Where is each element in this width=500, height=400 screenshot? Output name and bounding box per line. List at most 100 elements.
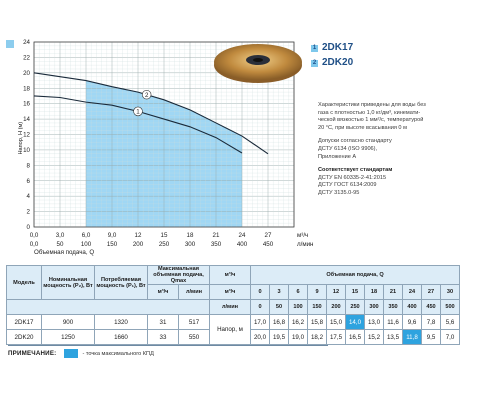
y-tick-label: 4 (27, 193, 31, 200)
notes-line: Характеристики приведены для воды без (318, 102, 426, 108)
cell-head-value: 15,2 (364, 329, 384, 345)
x-tick-label-m3h: 24 (239, 232, 246, 239)
y-tick-label: 12 (23, 132, 30, 139)
legend-num-2: 2 (311, 60, 318, 67)
cell-head-value: 7,0 (440, 329, 460, 345)
x-tick-label-m3h: 6,0 (82, 232, 91, 239)
header-power: Номинальная мощность (P₂), Вт (41, 265, 95, 300)
notes-block: Характеристики приведены для воды без газ… (318, 102, 493, 204)
x-tick-label-m3h: 9,0 (108, 232, 117, 239)
header-qmax: Максимальная объемная подача, Qmax (147, 265, 210, 285)
notes-standards-title: Соответствует стандартам (318, 167, 393, 174)
cell-head-value: 13,0 (364, 314, 384, 330)
header-spacer (6, 299, 210, 315)
cell-head-value: 17,5 (326, 329, 346, 345)
header-q-m3h: 15 (345, 284, 365, 300)
y-tick-label: 0 (27, 224, 31, 231)
x-tick-label-lmin: 150 (107, 241, 118, 248)
cell-head-value: 13,5 (383, 329, 403, 345)
x-tick-label-m3h: 21 (213, 232, 220, 239)
x-tick-label-lmin: 350 (211, 241, 222, 248)
y-tick-label: 10 (23, 147, 30, 154)
table-row: 2DK17 900 1320 31 517 Напор, м 17,0 16,8 16,2 15,… (6, 314, 460, 345)
header-q-m3h: 30 (440, 284, 460, 300)
cell-model: 2DK17 (6, 314, 42, 330)
cell-head-value: 19,5 (269, 329, 289, 345)
cell-p2: 1250 (41, 329, 95, 345)
header-q-lmin: 250 (345, 299, 365, 315)
notes-line: ческой вязкостью 1 мм²/с, температурой (318, 117, 424, 124)
x-axis-label: Объемная подача, Q (34, 249, 94, 256)
y-tick-label: 6 (27, 178, 31, 185)
cell-head-value: 15,0 (326, 314, 346, 330)
cell-head-value: 17,0 (250, 314, 270, 330)
x-tick-label-m3h: 3,0 (56, 232, 65, 239)
header-q-lmin: 150 (307, 299, 327, 315)
cell-head-value: 14,0 (345, 314, 365, 330)
x-tick-label-m3h: 12 (135, 232, 142, 239)
divider (8, 345, 328, 346)
legend-num-1: 1 (311, 45, 318, 52)
y-tick-label: 20 (23, 70, 30, 77)
notes-line: Допуски согласно стандарту (318, 138, 392, 145)
cell-model: 2DK20 (6, 329, 42, 345)
cell-head-value: 18,2 (307, 329, 327, 345)
notes-line: ДСТУ 3135.0-95 (318, 189, 360, 196)
header-unit-m3h-2: м³/ч (209, 284, 251, 300)
header-unit-m3h: м³/ч (209, 265, 251, 285)
y-tick-label: 18 (23, 85, 30, 92)
cell-head-value: 9,5 (421, 329, 441, 345)
header-q-m3h: 12 (326, 284, 346, 300)
x-tick-label-m3h: 18 (187, 232, 194, 239)
x-tick-label-m3h: 27 (265, 232, 272, 239)
header-q-lmin: 450 (421, 299, 441, 315)
x-tick-label-m3h: 0,0 (30, 232, 39, 239)
x-unit-lmin: л/мин (297, 241, 313, 248)
notes-line: ДСТУ EN 60335-2-41:2015 (318, 174, 387, 181)
header-q-m3h: 0 (250, 284, 270, 300)
series-marker-2 (141, 89, 152, 100)
series-marker-label-2: 2 (145, 92, 149, 99)
y-tick-label: 2 (27, 209, 31, 216)
performance-table: Модель Номинальная мощность (P₂), Вт Потре… (6, 265, 460, 345)
x-tick-label-lmin: 200 (133, 241, 144, 248)
x-unit-m3h: м³/ч (297, 232, 308, 239)
y-tick-label: 22 (23, 54, 30, 61)
header-q-lmin: 100 (288, 299, 308, 315)
table-header-row: Модель Номинальная мощность (P₂), Вт Потре… (6, 265, 460, 300)
max-efficiency-swatch (64, 349, 79, 358)
header-model: Модель (6, 265, 42, 300)
header-q-lmin: 0 (250, 299, 270, 315)
header-q-lmin: 50 (269, 299, 289, 315)
cell-head-value: 20,0 (250, 329, 270, 345)
y-tick-label: 14 (23, 116, 30, 123)
header-consumption: Потребляемая мощность (P₁), Вт (94, 265, 148, 300)
header-q-m3h: 21 (383, 284, 403, 300)
plot-border (33, 41, 295, 228)
x-tick-label-lmin: 250 (159, 241, 170, 248)
cell-p1: 1660 (94, 329, 148, 345)
cell-qmax-lmin: 517 (178, 314, 210, 330)
legend-label-2: 2DK20 (322, 57, 354, 68)
header-q: Объемная подача, Q (250, 265, 460, 285)
x-tick-label-lmin: 300 (185, 241, 196, 248)
header-q-m3h: 27 (421, 284, 441, 300)
y-tick-label: 24 (23, 39, 30, 46)
header-qmax-lmin: л/мин (178, 284, 210, 300)
cell-head-value: 11,8 (402, 329, 422, 345)
notes-line: 20 °C, при высоте всасывания 0 м (318, 124, 407, 131)
notes-tolerances: Допуски согласно стандарту ДСТУ 6134 (ISO… (318, 138, 493, 161)
notes-fluid-conditions: Характеристики приведены для воды без газ… (318, 102, 493, 132)
cell-head-label: Напор, м (209, 314, 251, 345)
notes-line: ДСТУ ГОСТ 6134:2009 (318, 182, 377, 189)
header-q-lmin: 350 (383, 299, 403, 315)
header-qmax-m3h: м³/ч (147, 284, 179, 300)
x-tick-label-lmin: 100 (81, 241, 92, 248)
cell-head-value: 11,6 (383, 314, 403, 330)
cell-qmax-m3h: 31 (147, 314, 179, 330)
header-q-lmin: 300 (364, 299, 384, 315)
cell-head-value: 5,6 (440, 314, 460, 330)
impeller-image (214, 44, 302, 83)
header-q-m3h: 18 (364, 284, 384, 300)
